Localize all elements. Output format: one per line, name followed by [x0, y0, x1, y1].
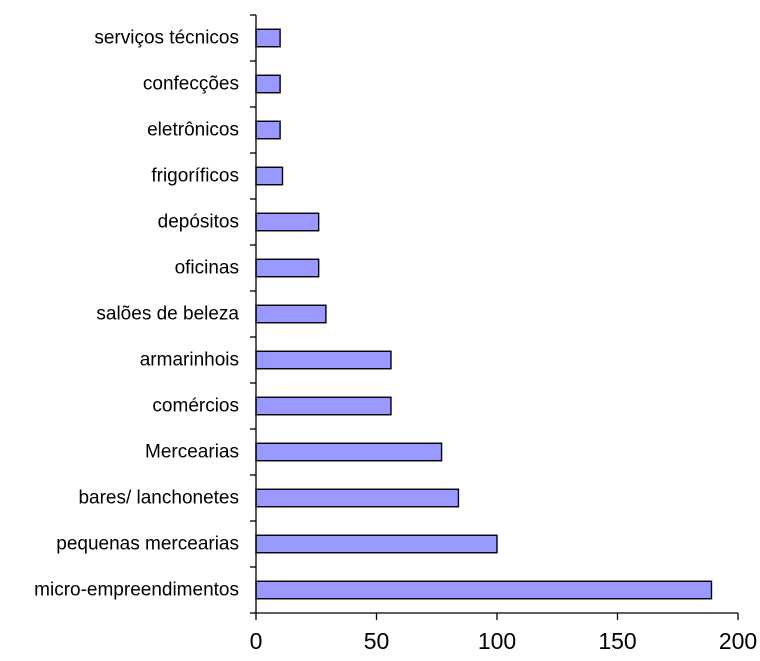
bar-3: [255, 166, 284, 186]
x-tick-label-1: 50: [364, 628, 390, 654]
x-tick-label-0: 0: [250, 628, 263, 654]
category-label-7: armarinhois: [140, 350, 239, 371]
category-label-3: frigoríficos: [151, 166, 239, 187]
category-label-9: Mercearias: [145, 442, 239, 463]
category-label-1: confecções: [143, 74, 239, 95]
bar-0: [255, 28, 281, 48]
x-tick-label-3: 150: [598, 628, 636, 654]
bar-1: [255, 74, 281, 94]
category-label-11: pequenas mercearias: [56, 534, 239, 555]
bar-11: [255, 534, 498, 554]
bar-10: [255, 488, 460, 508]
category-label-6: salões de beleza: [96, 304, 239, 325]
bar-7: [255, 350, 392, 370]
bars-group: [255, 28, 713, 600]
y-axis-ticks: [250, 14, 256, 614]
category-label-10: bares/ lanchonetes: [78, 488, 239, 509]
bar-9: [255, 442, 443, 462]
x-axis-tick-labels: 0 50 100 150 200: [250, 628, 758, 654]
bar-5: [255, 258, 320, 278]
bar-6: [255, 304, 327, 324]
bar-4: [255, 212, 320, 232]
bar-2: [255, 120, 281, 140]
x-axis-ticks: [255, 613, 739, 620]
category-label-12: micro-empreendimentos: [34, 580, 239, 601]
category-label-0: serviços técnicos: [94, 28, 239, 49]
bar-12: [255, 580, 713, 600]
category-label-2: eletrônicos: [147, 120, 239, 141]
category-label-5: oficinas: [175, 258, 239, 279]
bar-8: [255, 396, 392, 416]
category-label-8: comércios: [152, 396, 239, 417]
category-labels: serviços técnicos confecções eletrônicos fr…: [34, 28, 239, 601]
x-tick-label-2: 100: [478, 628, 516, 654]
category-label-4: depósitos: [158, 212, 239, 233]
x-tick-label-4: 200: [719, 628, 757, 654]
